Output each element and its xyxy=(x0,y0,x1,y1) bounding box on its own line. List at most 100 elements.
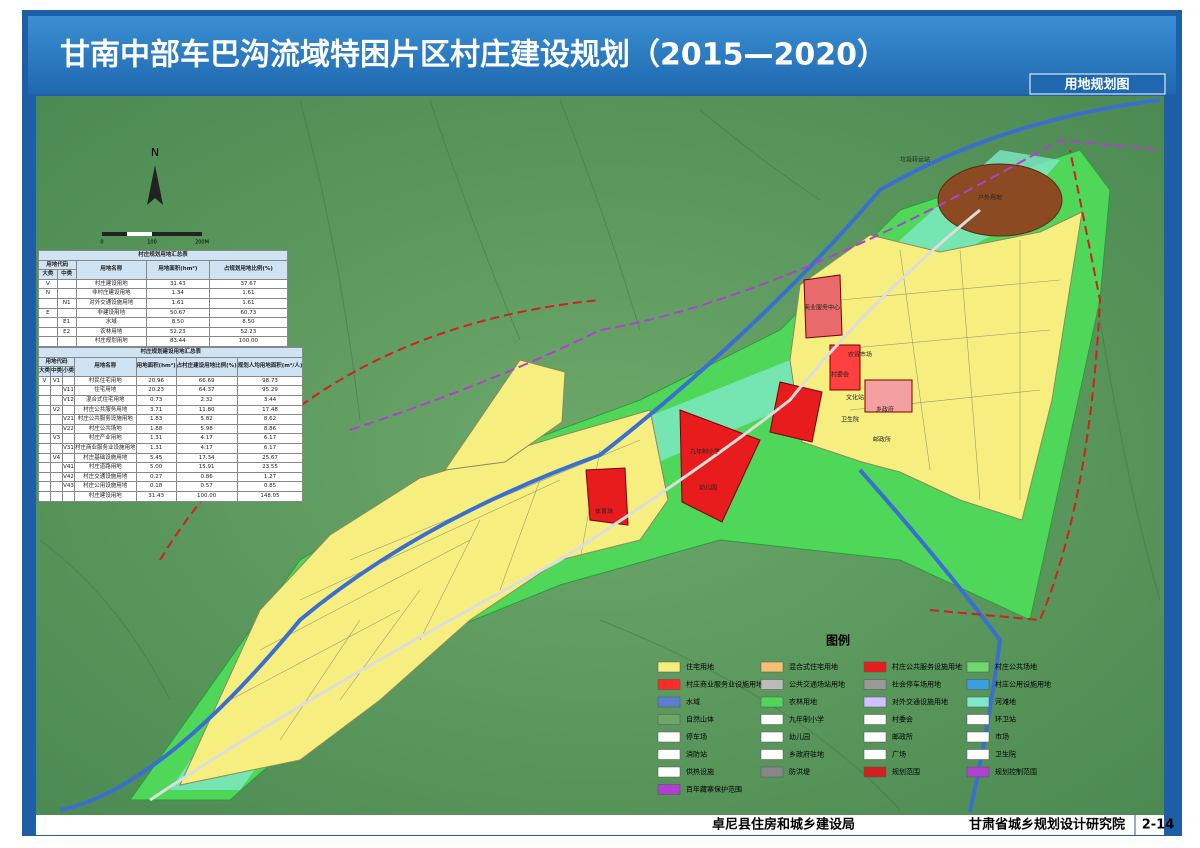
cell: 8.50 xyxy=(208,317,289,328)
cell: 148.05 xyxy=(236,490,304,502)
code-cell xyxy=(50,385,64,396)
cell: 水域 xyxy=(75,317,147,328)
cell: 村庄公共场地 xyxy=(74,423,137,435)
code-cell: V3 xyxy=(50,433,64,444)
code-cell xyxy=(50,481,64,492)
row: V41 村庄道路用地 5.00 15.91 23.55 xyxy=(37,462,304,473)
legend-label: 规划范围 xyxy=(892,767,920,776)
cell: 8.86 xyxy=(236,423,304,435)
code-cell: V xyxy=(38,278,58,290)
scale-label: 200M xyxy=(195,240,209,246)
code-cell: E2 xyxy=(56,326,77,338)
legend-label: 百年藏寨保护范围 xyxy=(686,785,742,794)
header-cell: 中类 xyxy=(50,366,64,377)
legend-label: 农林用地 xyxy=(789,697,817,706)
legend-swatch xyxy=(863,731,887,743)
scale-label: 100 xyxy=(147,240,157,246)
code-cell: V31 xyxy=(62,442,76,454)
row: V V1 村民住宅用地 20.96 66.69 98.73 xyxy=(37,375,304,387)
legend-swatch xyxy=(657,679,681,690)
row: V12 混合式住宅用地 0.73 2.32 3.44 xyxy=(37,394,304,406)
cell: 1.27 xyxy=(236,471,304,483)
cell: 8.50 xyxy=(145,317,210,328)
map-label: 乡政府 xyxy=(876,406,894,414)
row: E2 农林用地 52.23 52.23 xyxy=(38,326,289,338)
legend-label: 村庄商业服务业设施用地 xyxy=(686,680,763,689)
cell: 100.00 xyxy=(175,490,238,502)
legend-swatch xyxy=(966,714,990,725)
header-cell: 占村庄建设用地比例(%) xyxy=(175,356,238,377)
header-cell: 用地面积(hm²) xyxy=(145,259,210,280)
north-label: N xyxy=(151,146,159,159)
cell: 4.17 xyxy=(175,433,238,444)
commercial-2 xyxy=(769,381,823,443)
road xyxy=(149,208,981,802)
terrain xyxy=(39,99,1161,811)
cell: 1.31 xyxy=(135,433,177,444)
cell: 1.61 xyxy=(145,297,210,309)
cell: 村庄商业服务业设施用地 xyxy=(74,442,137,454)
code-cell xyxy=(56,288,77,299)
cell: 村庄建设用地 xyxy=(74,490,137,502)
row: V 村庄建设用地 31.43 37.67 xyxy=(38,278,289,290)
code-cell: V xyxy=(37,375,52,387)
cell: 100.00 xyxy=(208,336,289,347)
cell: 5.98 xyxy=(175,423,238,435)
cell: 20.23 xyxy=(135,385,177,396)
map-label: 文化站 xyxy=(846,394,864,402)
header-cell: 小类 xyxy=(62,366,76,377)
code-cell xyxy=(38,326,58,338)
cell: 村庄交通设施用地 xyxy=(74,471,137,483)
header-cell: 中类 xyxy=(56,269,77,280)
legend-swatch xyxy=(657,731,681,743)
cell: 非村庄建设用地 xyxy=(75,288,147,299)
cell: 23.55 xyxy=(236,462,304,473)
legend-swatch xyxy=(657,696,681,708)
code-cell xyxy=(37,452,52,464)
cell: 98.73 xyxy=(236,375,304,387)
table-title: 村庄规划建设用地汇总表 xyxy=(37,347,304,358)
cell: 52.23 xyxy=(208,326,289,338)
legend-swatch xyxy=(657,766,681,778)
subtitle-box xyxy=(1029,73,1166,95)
legend-swatch xyxy=(657,661,681,673)
row: V22 村庄公共场地 1.88 5.98 8.86 xyxy=(37,423,304,435)
row: V4 村庄基础设施用地 5.45 17.34 25.67 xyxy=(37,452,304,464)
row: V42 村庄交通设施用地 0.27 0.86 1.27 xyxy=(37,471,304,483)
legend-swatch xyxy=(966,661,990,673)
north-arrow: N 0 100 200M xyxy=(100,146,209,246)
code-cell: E1 xyxy=(56,317,77,328)
cell: 11.80 xyxy=(175,404,238,416)
header-cell: 大类 xyxy=(38,269,58,280)
header-cell: 大类 xyxy=(37,366,52,377)
cell: 1.61 xyxy=(208,297,289,309)
header-band xyxy=(28,16,1176,94)
map-label: 垃圾转运站 xyxy=(900,156,930,164)
row: E1 水域 8.50 8.50 xyxy=(38,317,289,328)
cell: 31.43 xyxy=(135,490,177,502)
header-cell: 用地面积(hm²) xyxy=(135,356,177,377)
code-cell xyxy=(56,278,77,290)
map-label: 村委会 xyxy=(831,371,849,379)
code-cell: V4 xyxy=(50,452,64,464)
cell: 1.31 xyxy=(135,442,177,454)
code-cell xyxy=(37,423,52,435)
legend-label: 消防站 xyxy=(686,750,707,759)
code-cell xyxy=(50,442,64,454)
legend-swatch xyxy=(863,749,887,760)
cell: 村庄公共服务用地 xyxy=(74,404,137,416)
cell: 17.34 xyxy=(175,452,238,464)
cell: 1.34 xyxy=(145,288,210,299)
map-label: 幼儿园 xyxy=(699,484,717,492)
cell: 5.45 xyxy=(135,452,177,464)
cell: 5.00 xyxy=(135,462,177,473)
cell: 0.27 xyxy=(135,471,177,483)
cell: 村民住宅用地 xyxy=(74,375,137,387)
legend-label: 住宅用地 xyxy=(686,662,714,671)
commercial-3 xyxy=(585,467,629,526)
row: 村庄规划用地 83.44 100.00 xyxy=(38,336,289,347)
legend-swatch xyxy=(760,731,784,743)
cell: 0.85 xyxy=(236,481,304,492)
